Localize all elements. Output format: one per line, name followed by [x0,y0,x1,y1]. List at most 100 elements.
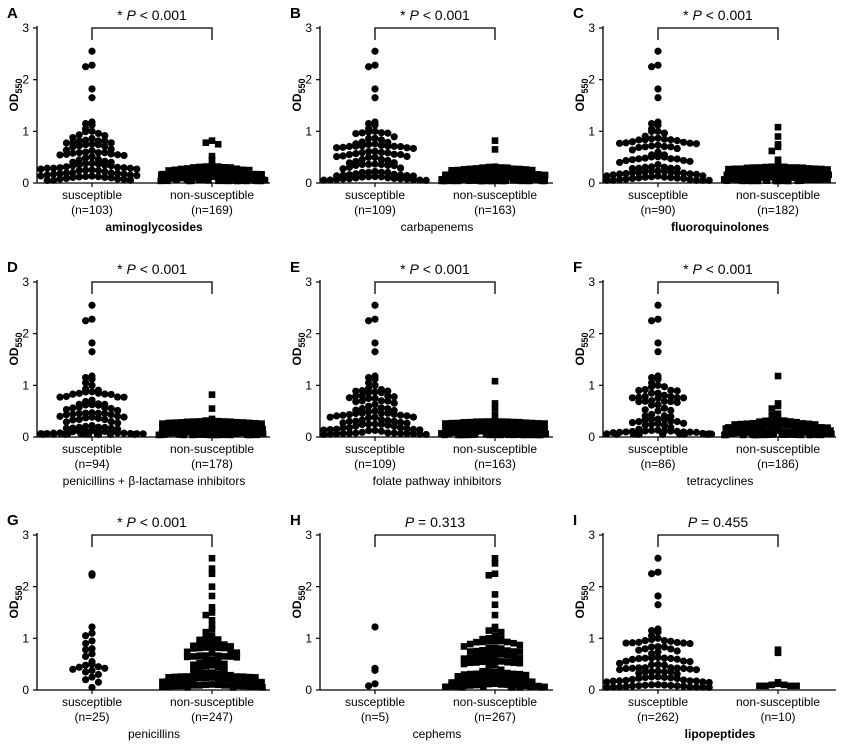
drug-class-label: lipopeptides [685,727,756,741]
data-point-square [491,400,499,407]
data-point-circle [635,398,643,406]
drug-class-label: penicillins + β-lactamase inhibitors [63,474,246,488]
data-point-circle [622,157,630,165]
data-point-square [774,143,782,151]
data-point-square [202,644,210,651]
data-point-circle [101,132,109,140]
data-point-square [258,420,265,427]
data-point-square [485,668,493,676]
data-point-circle [635,674,643,682]
data-point-circle [114,406,122,415]
data-point-square [828,430,835,438]
data-point-square [227,671,234,679]
data-point-square [442,177,449,185]
data-point-circle [622,169,630,178]
drug-class-label: carbapenems [401,220,474,234]
data-point-square [190,645,197,652]
data-point-square [252,424,259,431]
data-point-square [480,683,487,691]
data-point-square [159,683,166,691]
data-point-circle [371,388,379,396]
group-name-label: non-susceptible [453,442,537,456]
data-point-circle [680,664,688,673]
data-point-square [471,177,479,184]
points-susceptible [69,570,109,692]
data-point-square [233,418,241,426]
data-point-square [491,137,499,144]
data-point-square [454,177,462,185]
data-point-square [460,660,468,668]
data-point-square [442,683,449,691]
data-point-square [214,168,222,175]
data-point-circle [39,430,47,438]
data-point-square [165,683,172,690]
data-point-circle [56,170,64,178]
data-point-circle [660,654,668,662]
drug-class-label: folate pathway inhibitors [373,474,502,488]
data-point-square [190,671,197,678]
data-point-circle [50,176,58,184]
data-point-circle [94,166,102,175]
data-point-circle [409,144,417,153]
data-point-circle [88,47,96,55]
data-point-circle [69,404,77,412]
data-point-square [470,431,478,438]
data-point-circle [654,339,662,347]
data-point-square [516,659,524,667]
data-point-square [787,682,794,690]
data-point-circle [62,150,70,158]
data-point-square [787,418,794,425]
data-point-square [516,655,524,662]
data-point-square [768,405,776,412]
data-point-circle [101,664,109,672]
data-point-square [202,427,210,435]
data-point-square [491,601,499,609]
data-point-circle [660,129,668,137]
data-point-square [756,164,763,171]
data-point-circle [88,127,96,135]
data-point-square [473,659,480,666]
y-axis-label-sub: 550 [580,332,590,347]
data-point-circle [667,174,675,182]
data-point-square [202,139,210,146]
data-point-circle [88,673,96,681]
data-point-circle [667,654,675,663]
data-point-circle [94,678,102,686]
data-point-circle [365,389,373,397]
data-point-square [196,163,203,171]
p-value-number: < 0.001 [702,7,753,23]
data-point-square [227,643,234,650]
data-point-circle [654,401,662,409]
data-point-square [466,682,474,689]
data-point-circle [101,142,109,151]
y-axis-label-main: OD [7,93,21,111]
data-point-circle [358,160,366,169]
data-point-square [177,676,185,684]
data-point-circle [88,645,96,653]
data-point-circle [69,173,77,182]
data-point-circle [648,153,656,161]
data-point-circle [648,167,656,175]
data-point-square [464,431,472,439]
data-point-circle [94,160,102,168]
data-point-circle [641,154,649,162]
panel-b: B OD550 0 1 2 3 susceptible(n=109) non-suscepti… [290,5,553,234]
data-point-circle [126,176,134,184]
data-point-square [793,418,800,426]
y-axis-label-main: OD [7,600,21,618]
data-point-square [824,175,831,183]
data-point-circle [75,166,83,175]
data-point-circle [371,173,379,181]
data-point-circle [699,683,707,691]
data-point-square [485,572,493,579]
data-point-circle [692,170,700,178]
data-point-circle [616,683,624,691]
data-point-circle [654,554,662,562]
data-point-square [466,676,474,683]
data-point-square [497,418,505,425]
data-point-square [762,682,769,690]
data-point-circle [82,154,90,162]
data-point-square [497,422,505,430]
data-point-circle [326,430,334,438]
data-point-circle [648,673,656,681]
